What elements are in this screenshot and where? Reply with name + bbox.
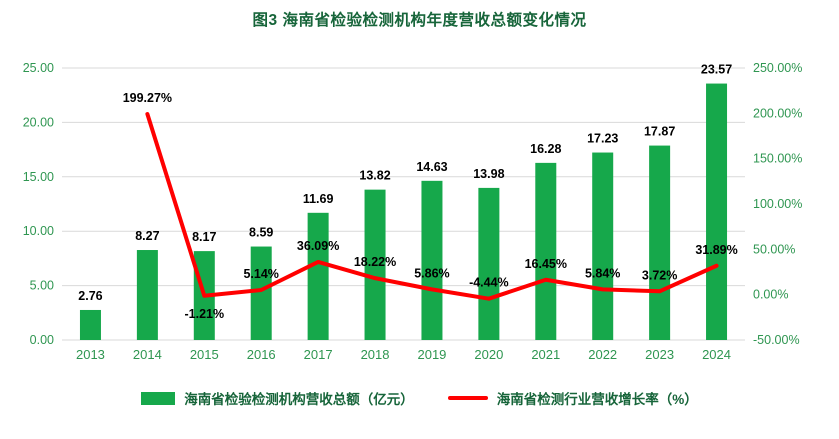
right-axis-tick-label: 200.00% [753,106,802,120]
bar-value-label: 13.82 [359,169,390,183]
x-axis-tick-label: 2013 [76,347,105,362]
x-axis-tick-label: 2020 [474,347,503,362]
left-axis-tick-label: 15.00 [23,170,54,184]
revenue-bar [421,180,443,340]
bar-value-label: 17.23 [587,132,618,146]
revenue-bar [136,250,158,340]
line-value-label: -4.44% [469,276,509,290]
bar-value-label: 2.76 [78,289,102,303]
bar-value-label: 17.87 [644,125,675,139]
revenue-bar [79,309,101,340]
revenue-bar [364,189,386,340]
right-axis-tick-label: 250.00% [753,61,802,75]
legend-item-growth: 海南省检测行业营收增长率（%） [447,388,698,408]
left-axis-tick-label: 0.00 [30,333,54,347]
revenue-bar [706,83,728,340]
x-axis-tick-label: 2023 [645,347,674,362]
chart-canvas: 0.00 5.00 10.00 15.00 20.00 25.00 -50.00% 0.00%… [23,61,803,362]
legend-label-revenue: 海南省检验检测机构营收总额（亿元） [184,392,414,407]
right-axis-tick-label: 50.00% [753,242,795,256]
x-axis-tick-label: 2019 [417,347,446,362]
right-axis-tick-label: 150.00% [753,152,802,166]
line-series-swatch [447,396,488,400]
bar-value-label: 8.27 [135,229,159,243]
bar-value-label: 14.63 [416,160,447,174]
line-value-label: 36.09% [297,239,339,253]
x-axis-tick-label: 2015 [190,347,219,362]
revenue-bar [592,152,614,340]
bar-value-label: 13.98 [473,167,504,181]
line-value-label: -1.21% [184,307,224,321]
line-value-label: 16.45% [525,257,567,271]
bar-value-label: 11.69 [303,192,334,206]
bar-value-label: 16.28 [530,142,561,156]
left-axis-tick-label: 25.00 [23,61,54,75]
right-axis-tick-label: 0.00% [753,288,788,302]
x-axis-tick-label: 2017 [304,347,333,362]
line-value-label: 18.22% [354,255,396,269]
bar-value-label: 23.57 [701,63,732,77]
chart-title: 图3 海南省检验检测机构年度营收总额变化情况 [252,12,587,29]
revenue-bar [478,187,500,340]
line-value-label: 5.14% [243,267,278,281]
right-axis-tick-label: -50.00% [753,333,800,347]
left-axis-tick-label: 20.00 [23,115,54,129]
revenue-bar [307,212,329,340]
right-axis-tick-label: 100.00% [753,197,802,211]
x-axis-tick-label: 2024 [702,347,731,362]
x-axis-tick-label: 2016 [247,347,276,362]
revenue-bar [250,246,272,340]
revenue-bar [649,145,671,340]
x-axis-tick-label: 2014 [133,347,162,362]
bar-series-swatch [141,391,176,405]
line-value-label: 5.86% [414,266,449,280]
x-axis-tick-label: 2018 [361,347,390,362]
revenue-bar [535,162,557,340]
growth-rate-line [145,111,719,301]
legend-item-revenue: 海南省检验检测机构营收总额（亿元） [141,388,414,408]
bar-value-label: 8.59 [249,226,273,240]
x-axis-tick-label: 2021 [531,347,560,362]
bar-value-label: 8.17 [192,230,216,244]
chart-legend: 海南省检验检测机构营收总额（亿元） 海南省检测行业营收增长率（%） [0,388,839,408]
line-value-label: 199.27% [123,91,172,105]
line-value-label: 31.89% [695,243,737,257]
line-value-label: 5.84% [585,266,620,280]
line-value-label: 3.72% [642,268,677,282]
legend-label-growth: 海南省检测行业营收增长率（%） [496,392,698,407]
x-axis-tick-label: 2022 [588,347,617,362]
left-axis-tick-label: 10.00 [23,224,54,238]
left-axis-tick-label: 5.00 [30,279,54,293]
